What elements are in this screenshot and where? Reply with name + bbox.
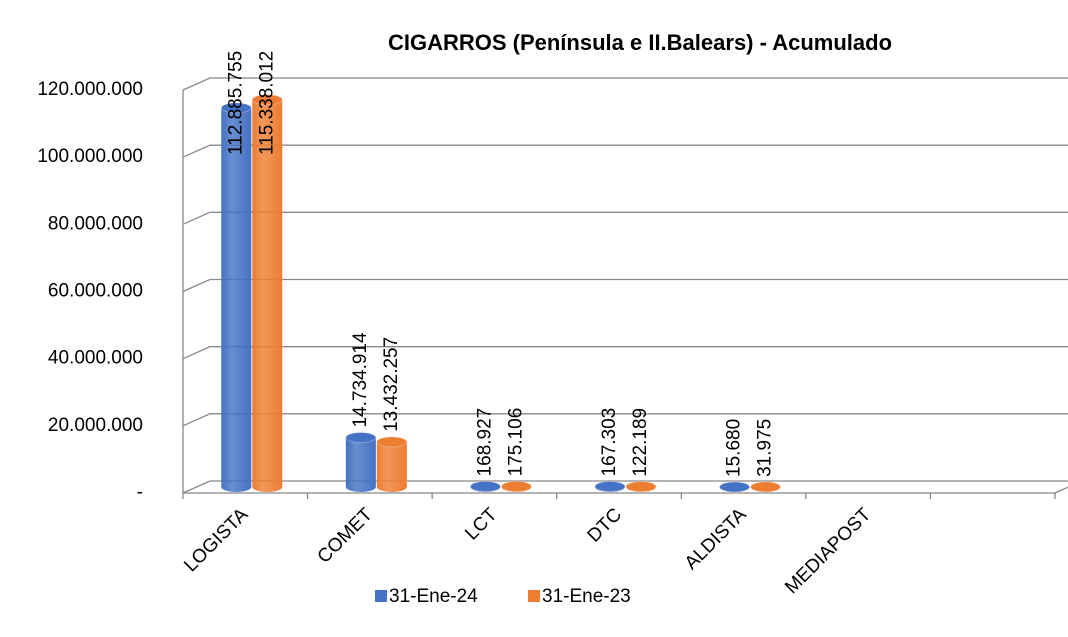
y-tick-label: 40.000.000 [48, 348, 143, 369]
grid-line [182, 278, 1068, 293]
grid-line [182, 480, 1068, 494]
grid-line [182, 77, 1068, 91]
y-tick-label: 80.000.000 [48, 213, 143, 234]
bar [221, 107, 252, 493]
legend-label: 31-Ene-24 [389, 586, 478, 607]
value-label: 168.927 [474, 408, 495, 477]
bar-top [719, 481, 751, 493]
value-label: 14.734.914 [350, 332, 371, 428]
bar-top [625, 481, 657, 493]
bar-top [345, 432, 377, 444]
value-label: 122.189 [630, 408, 651, 477]
bar-top [251, 94, 283, 106]
legend-swatch [375, 590, 387, 602]
bar [252, 99, 283, 492]
value-label: 167.303 [599, 408, 620, 477]
bar-top [594, 480, 626, 492]
y-tick-label: 100.000.000 [37, 146, 143, 167]
chart-title: CIGARROS (Península e II.Balears) - Acum… [388, 30, 892, 55]
bar-top [750, 481, 782, 493]
value-label: 15.680 [724, 419, 745, 477]
x-tick-label: LCT [461, 504, 502, 545]
x-tick-label: ALDISTA [681, 504, 751, 574]
grid-line [182, 144, 1068, 158]
bar-top [220, 102, 252, 114]
y-tick-label: 60.000.000 [48, 281, 143, 302]
y-tick-label: 20.000.000 [48, 415, 143, 436]
value-label: 175.106 [505, 408, 526, 477]
y-tick-label: - [137, 482, 143, 503]
value-label: 115.338.012 [256, 51, 277, 155]
x-tick-label: MEDIAPOST [781, 504, 875, 598]
legend-label: 31-Ene-23 [542, 586, 631, 607]
bar [345, 437, 376, 492]
value-label: 31.975 [755, 419, 776, 477]
value-label: 112.885.755 [225, 51, 246, 155]
grid-line [182, 413, 1068, 427]
x-tick-label: DTC [584, 504, 626, 546]
value-label: 13.432.257 [381, 337, 402, 432]
legend-swatch [528, 590, 540, 602]
bar-top [500, 480, 532, 492]
grid-line [182, 346, 1068, 360]
bar-top [469, 480, 501, 492]
bar [376, 441, 407, 492]
y-tick-label: 120.000.000 [37, 79, 143, 100]
x-tick-label: LOGISTA [180, 504, 252, 576]
bar-top [376, 436, 408, 448]
floor [183, 486, 1068, 494]
x-tick-label: COMET [314, 504, 378, 568]
grid-line [182, 211, 1068, 225]
